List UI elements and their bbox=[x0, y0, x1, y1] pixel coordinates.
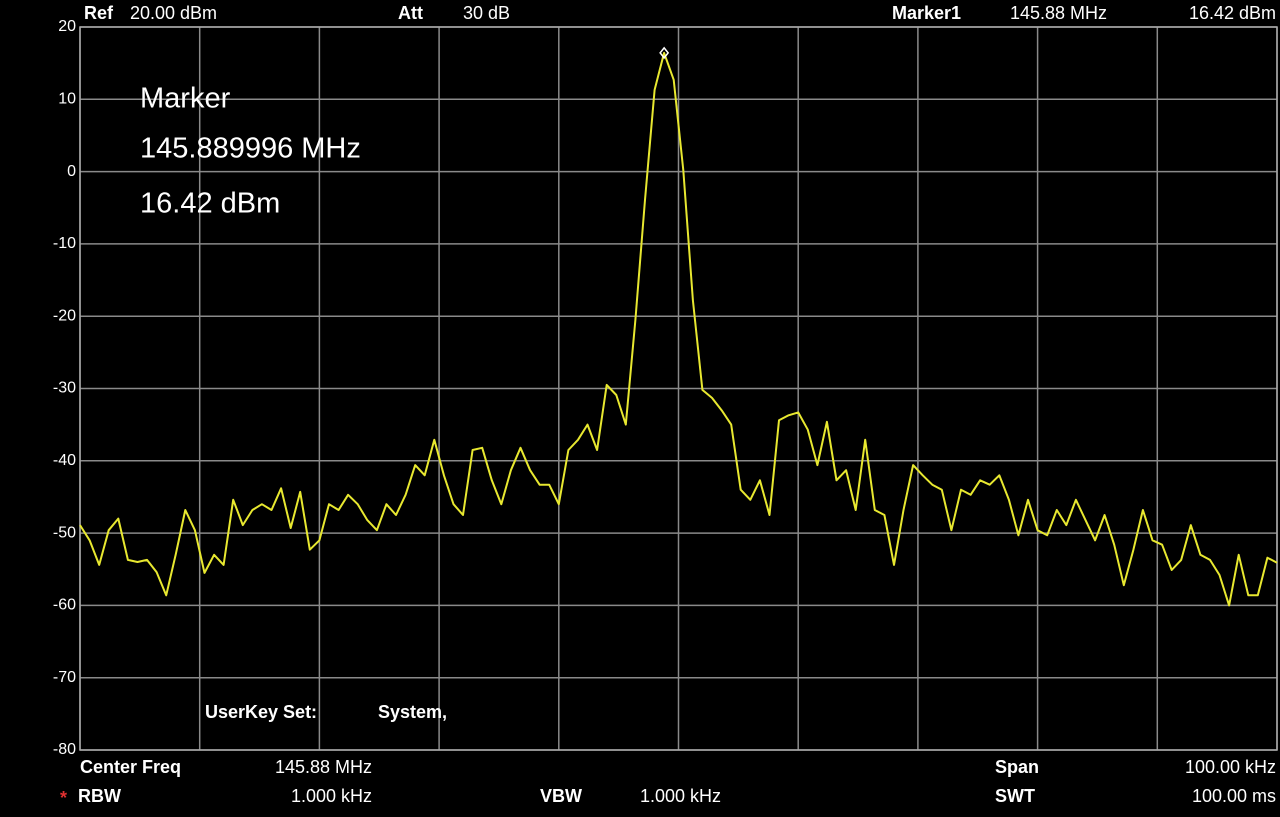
swt: 100.00 ms bbox=[1192, 786, 1276, 806]
y-tick-label: 20 bbox=[58, 18, 76, 35]
span: 100.00 kHz bbox=[1185, 757, 1276, 777]
vbw: 1.000 kHz bbox=[640, 786, 721, 806]
userkey-label: UserKey Set: bbox=[205, 702, 317, 722]
marker-point bbox=[659, 46, 670, 60]
y-tick-label: 10 bbox=[58, 91, 76, 108]
vbw-label: VBW bbox=[540, 786, 582, 806]
annotation: 16.42 dBm bbox=[140, 188, 280, 220]
center-freq: 145.88 MHz bbox=[275, 757, 372, 777]
att-value: 30 dB bbox=[463, 3, 510, 23]
y-tick-label: -60 bbox=[53, 597, 76, 614]
ref-label: Ref bbox=[84, 3, 114, 23]
rbw: 1.000 kHz bbox=[291, 786, 372, 806]
plot-frame bbox=[79, 26, 1278, 751]
ref-value: 20.00 dBm bbox=[130, 3, 217, 23]
y-tick-label: -10 bbox=[53, 235, 76, 252]
annotation: 145.889996 MHz bbox=[140, 133, 361, 165]
trace-layer bbox=[79, 46, 1278, 607]
y-tick-label: -30 bbox=[53, 380, 76, 397]
marker-label: Marker1 bbox=[892, 3, 961, 23]
swt-label: SWT bbox=[995, 786, 1035, 806]
y-tick-label: -40 bbox=[53, 452, 76, 469]
rbw-flag: * bbox=[60, 788, 67, 808]
marker-freq: 145.88 MHz bbox=[1010, 3, 1107, 23]
att-label: Att bbox=[398, 3, 423, 23]
y-tick-label: -80 bbox=[53, 741, 76, 758]
y-tick-label: -20 bbox=[53, 307, 76, 324]
center-freq-label: Center Freq bbox=[80, 757, 181, 777]
trace-line bbox=[79, 51, 1278, 607]
span-label: Span bbox=[995, 757, 1039, 777]
marker-level: 16.42 dBm bbox=[1189, 3, 1276, 23]
userkey-value: System, bbox=[378, 702, 447, 722]
y-tick-label: 0 bbox=[67, 163, 76, 180]
annotation: Marker bbox=[140, 83, 231, 115]
grid: 20 10 0 -10 -20 -30 -40 -50 -60 -70 -80 bbox=[53, 18, 1278, 758]
rbw-label: RBW bbox=[78, 786, 121, 806]
y-tick-label: -50 bbox=[53, 524, 76, 541]
y-tick-label: -70 bbox=[53, 669, 76, 686]
